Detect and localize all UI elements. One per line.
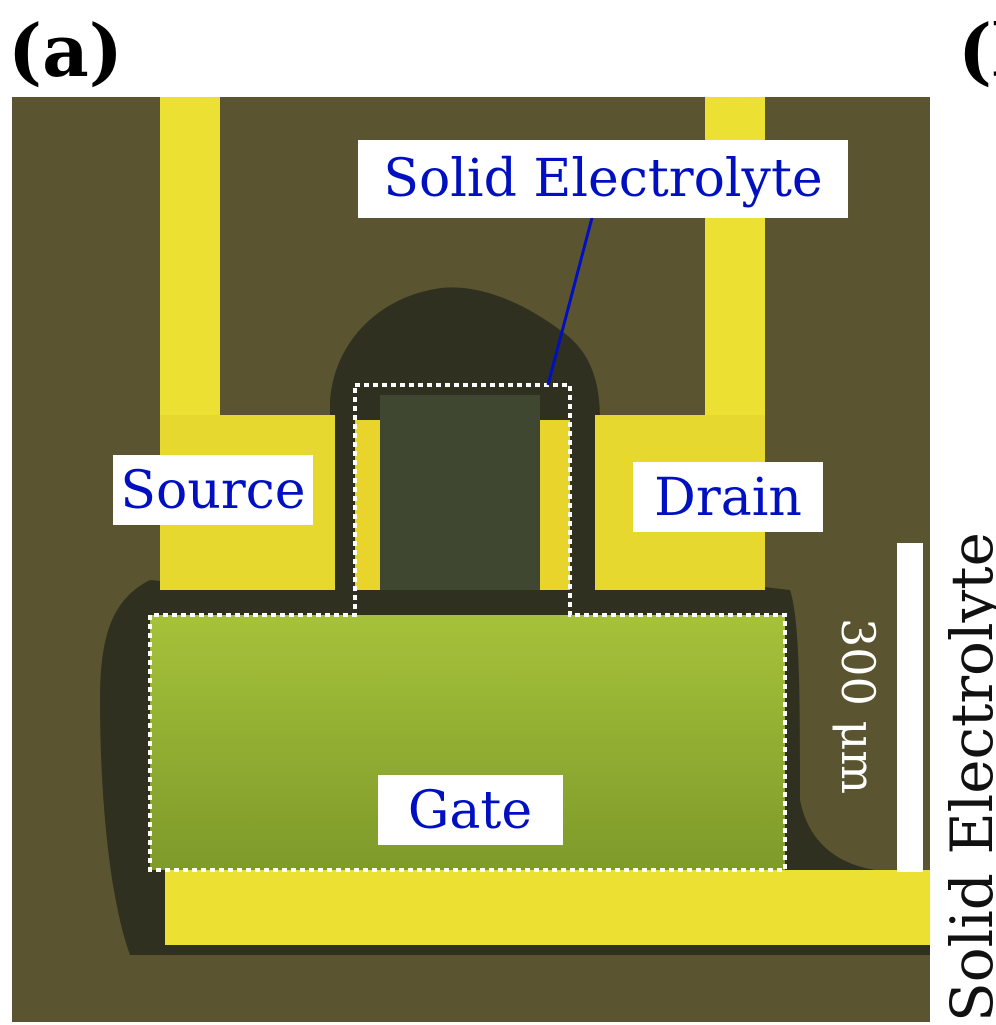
scale-bar bbox=[897, 543, 923, 872]
callout: Drain bbox=[654, 468, 802, 528]
panel-label: (b bbox=[958, 8, 996, 93]
panel-label: (a) bbox=[8, 8, 123, 93]
callout: Solid Electrolyte bbox=[383, 149, 822, 209]
callout: Gate bbox=[408, 781, 532, 841]
axis-label: Solid Electrolyte bbox=[938, 532, 996, 1022]
scale-label: 300 μm bbox=[831, 618, 885, 794]
micrograph bbox=[12, 97, 930, 1022]
callout: Source bbox=[120, 461, 305, 521]
